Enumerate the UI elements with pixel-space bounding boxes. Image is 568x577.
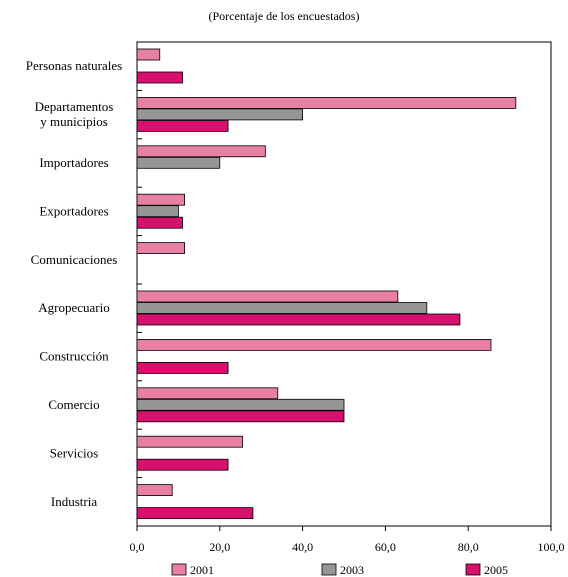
x-tick-label: 60,0 (375, 540, 396, 554)
chart-subtitle: (Porcentaje de los encuestados) (208, 9, 360, 23)
category-label: Construcción (39, 349, 109, 364)
bar-2005 (136, 507, 254, 520)
category-label: Exportadores (39, 203, 108, 218)
x-tick-label: 0,0 (130, 540, 145, 554)
bar-2005 (136, 71, 183, 84)
bar-2001 (136, 435, 243, 448)
bar-2005 (136, 458, 229, 471)
bar-2003 (136, 398, 345, 411)
bar-2001 (136, 242, 186, 255)
legend-swatch-2001 (171, 563, 187, 576)
category-label: Industria (51, 494, 97, 509)
legend-swatch-2003 (321, 563, 337, 576)
bar-2003 (136, 108, 304, 121)
bar-2005 (136, 120, 229, 132)
bar-2005 (136, 313, 461, 326)
bar-2005 (136, 216, 183, 229)
bar-2005 (136, 410, 345, 423)
legend-label-2003: 2003 (340, 563, 364, 577)
category-label: Servicios (50, 445, 98, 460)
x-tick-label: 100,0 (538, 540, 565, 554)
category-label: Importadores (39, 155, 108, 170)
legend-label-2005: 2005 (484, 563, 508, 577)
legend-swatch-2005 (465, 563, 481, 576)
bar-2001 (136, 387, 279, 400)
category-label: Departamentos y municipios (35, 99, 114, 129)
category-label: Personas naturales (26, 58, 122, 73)
bar-2001 (136, 97, 517, 109)
bar-2003 (136, 156, 221, 169)
bar-2003 (136, 302, 428, 314)
bar-2001 (136, 484, 173, 497)
category-label: Comunicaciones (31, 252, 118, 267)
category-label: Comercio (48, 397, 99, 412)
bar-2001 (136, 48, 161, 61)
category-label: Agropecuario (38, 300, 109, 315)
bar-2001 (136, 145, 266, 158)
bar-2001 (136, 193, 186, 206)
bar-2003 (136, 205, 179, 218)
legend-label-2001: 2001 (190, 563, 214, 577)
bar-2001 (136, 290, 399, 303)
x-tick-label: 40,0 (292, 540, 313, 554)
bar-2001 (136, 338, 492, 351)
x-tick-label: 80,0 (458, 540, 479, 554)
bar-2005 (136, 361, 229, 374)
x-tick-label: 20,0 (209, 540, 230, 554)
